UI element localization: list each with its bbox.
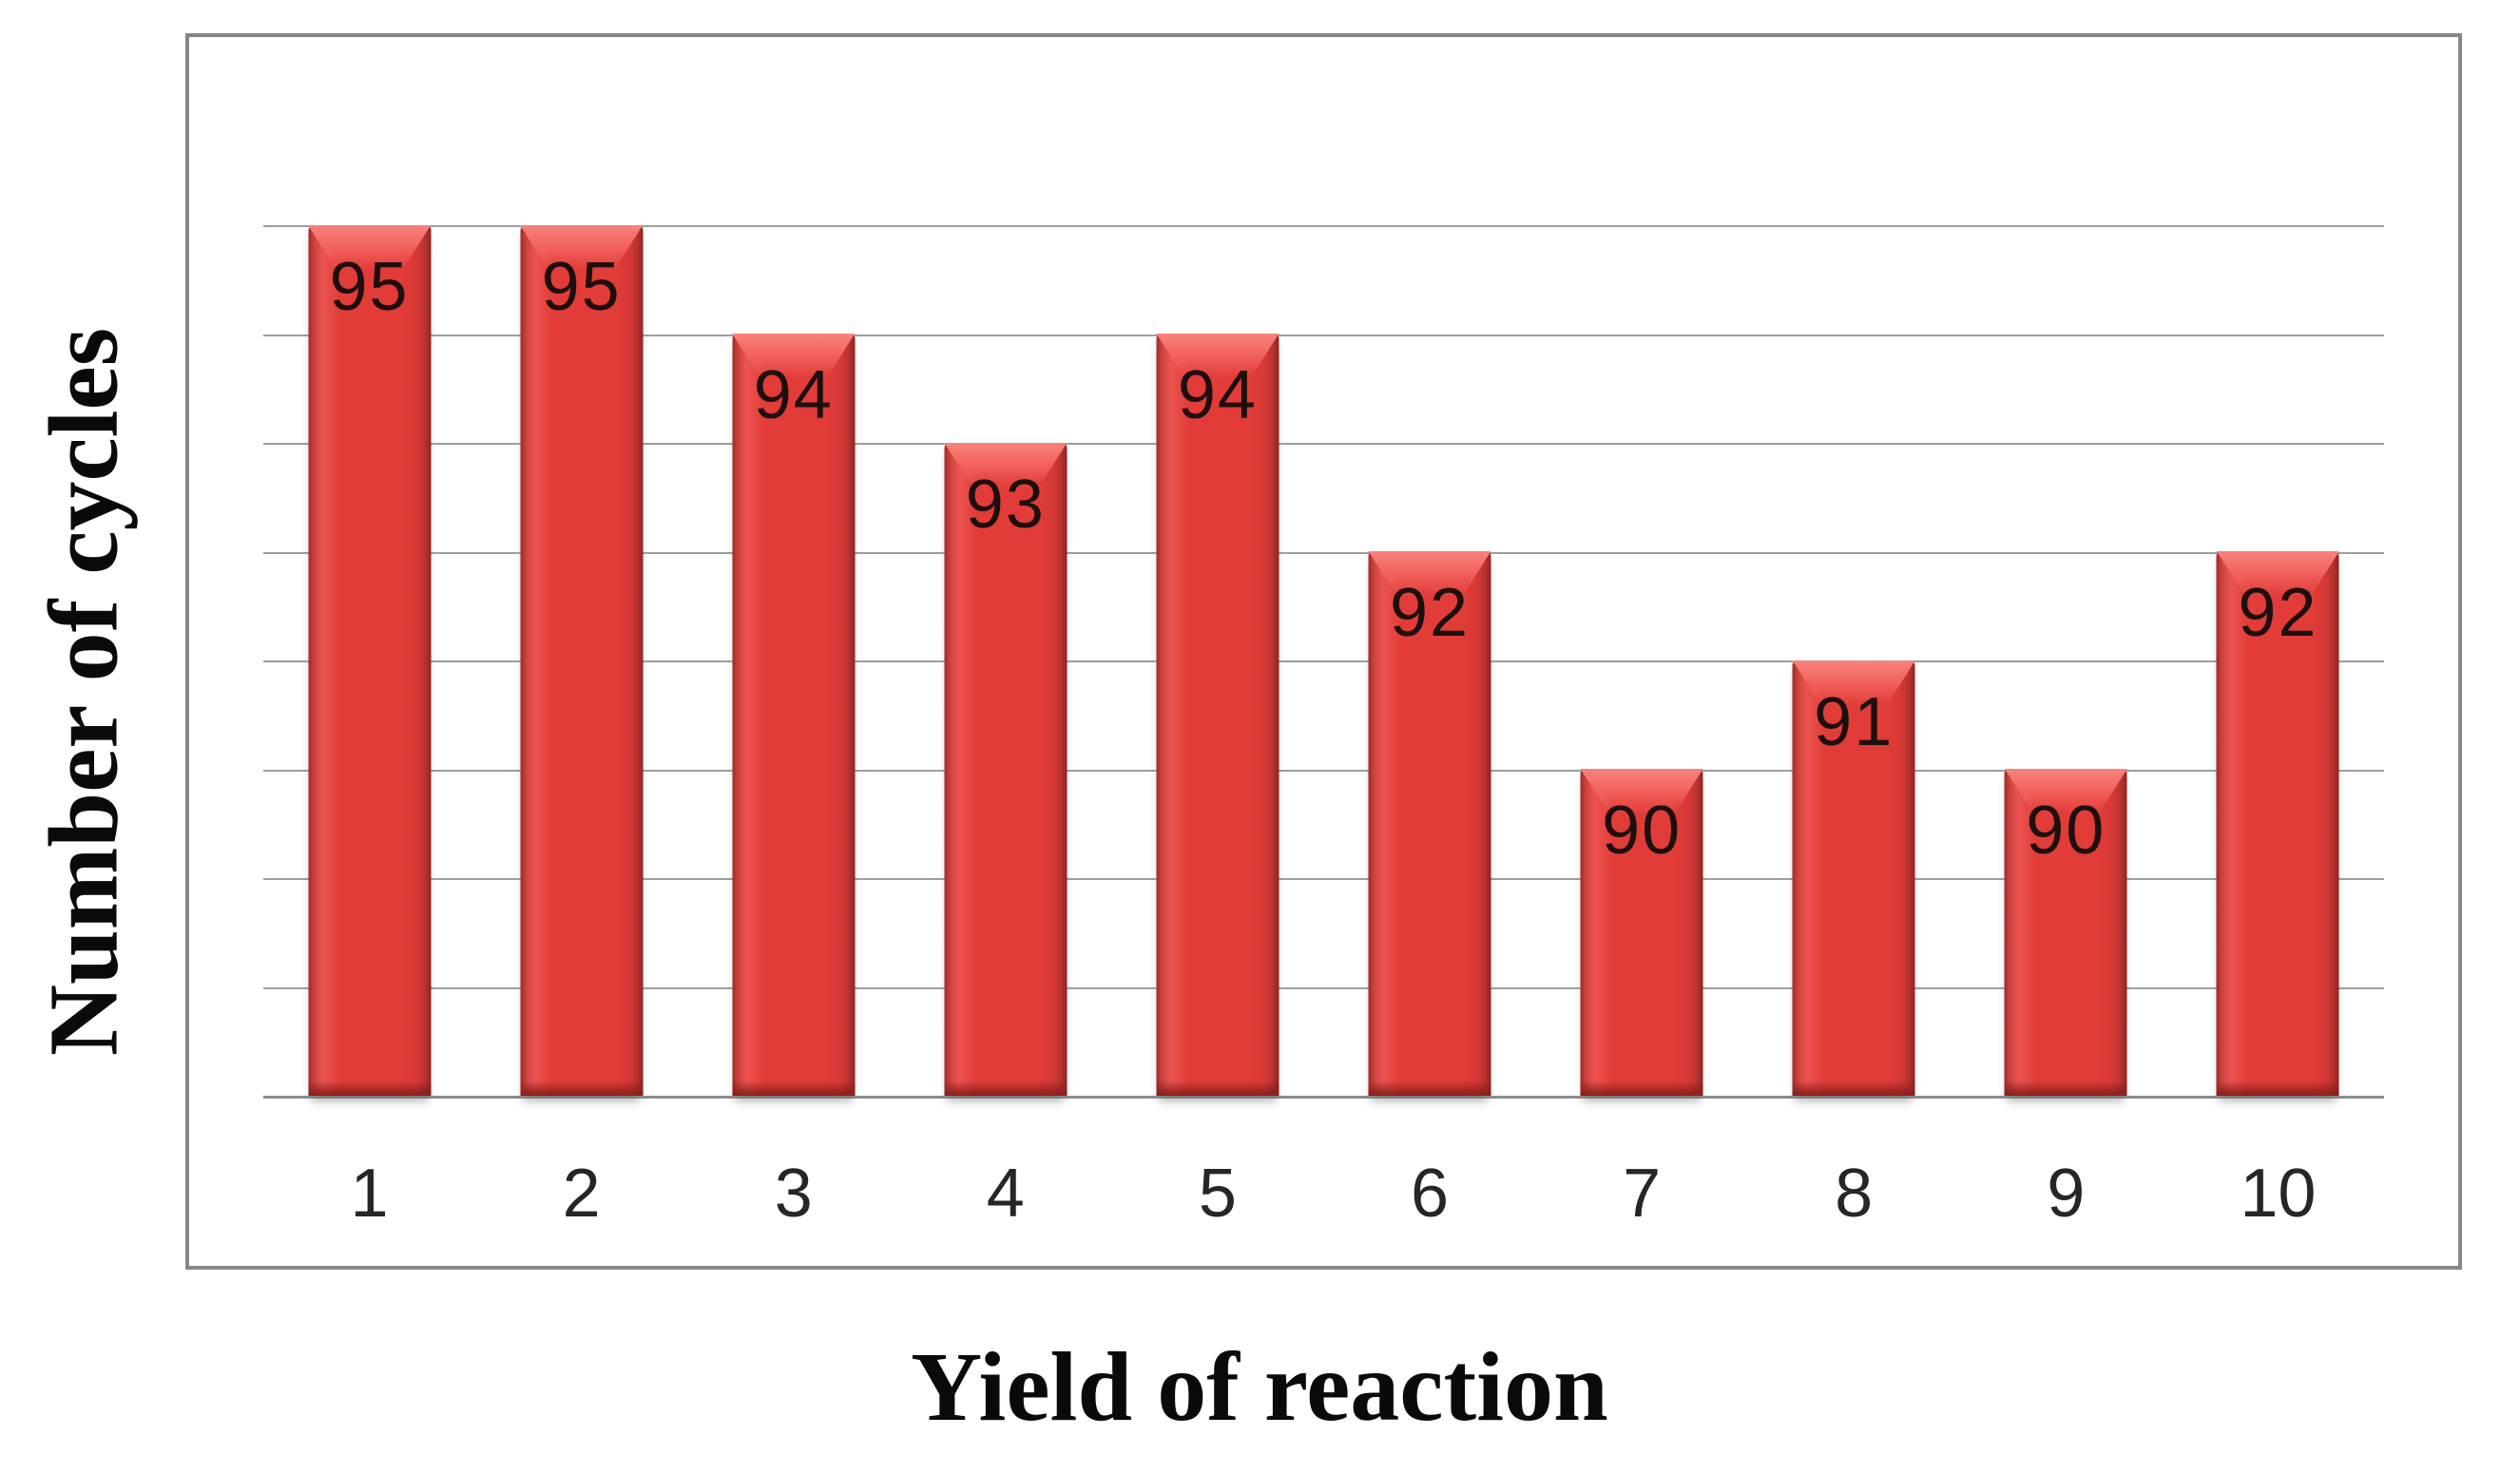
x-tick-label: 5 — [1198, 1156, 1237, 1232]
bar-slot: 92 — [1323, 225, 1535, 1096]
gridline — [263, 660, 2384, 662]
bar-category-1: 95 — [308, 225, 432, 1096]
bar-category-8: 91 — [1792, 660, 1915, 1096]
bar-value-label: 90 — [1602, 793, 1683, 869]
x-axis-baseline — [263, 1096, 2384, 1099]
bar-slot: 90 — [1536, 225, 1748, 1096]
x-tick-label: 10 — [2240, 1156, 2317, 1232]
bar-category-5: 94 — [1156, 334, 1279, 1096]
bar-category-6: 92 — [1368, 551, 1491, 1096]
x-tick-label: 8 — [1835, 1156, 1874, 1232]
gridline — [263, 552, 2384, 554]
x-tick-label: 4 — [986, 1156, 1025, 1232]
bar-series: 95 95 94 93 94 92 90 91 90 92 — [263, 225, 2384, 1096]
gridline — [263, 878, 2384, 880]
y-axis-title: Number of cycles — [29, 327, 139, 1057]
bar-value-label: 92 — [2238, 575, 2318, 651]
gridline — [263, 443, 2384, 445]
bar-category-9: 90 — [2004, 769, 2127, 1096]
bar-slot: 91 — [1748, 225, 1960, 1096]
x-axis-tick-labels: 1 2 3 4 5 6 7 8 9 10 — [263, 1146, 2384, 1241]
bar-category-3: 94 — [732, 334, 856, 1096]
x-tick-label: 3 — [774, 1156, 813, 1232]
x-tick-label: 2 — [562, 1156, 601, 1232]
bar-value-label: 94 — [1177, 357, 1258, 433]
x-tick-label: 9 — [2047, 1156, 2086, 1232]
x-tick-label: 7 — [1623, 1156, 1662, 1232]
bar-value-label: 92 — [1389, 575, 1471, 651]
gridline — [263, 225, 2384, 227]
plot-area: 95 95 94 93 94 92 90 91 90 92 — [263, 225, 2384, 1099]
bar-slot: 90 — [1960, 225, 2172, 1096]
x-tick-label: 1 — [350, 1156, 389, 1232]
bar-value-label: 95 — [541, 249, 622, 325]
gridline — [263, 987, 2384, 989]
bar-category-4: 93 — [944, 443, 1068, 1096]
bar-slot: 94 — [687, 225, 899, 1096]
bar-category-7: 90 — [1580, 769, 1703, 1096]
x-tick-label: 6 — [1410, 1156, 1450, 1232]
bar-slot: 94 — [1111, 225, 1323, 1096]
gridline — [263, 335, 2384, 336]
gridline — [263, 770, 2384, 772]
bar-value-label: 93 — [965, 467, 1046, 543]
bar-slot: 93 — [899, 225, 1111, 1096]
bar-value-label: 90 — [2026, 793, 2106, 869]
bar-slot: 95 — [475, 225, 687, 1096]
bar-value-label: 91 — [1814, 684, 1895, 760]
bar-value-label: 95 — [329, 249, 410, 325]
bar-category-10: 92 — [2216, 551, 2339, 1096]
x-axis-title: Yield of reaction — [911, 1332, 1608, 1442]
bar-value-label: 94 — [753, 357, 834, 433]
bar-category-2: 95 — [520, 225, 644, 1096]
bar-slot: 92 — [2172, 225, 2384, 1096]
bar-slot: 95 — [263, 225, 475, 1096]
